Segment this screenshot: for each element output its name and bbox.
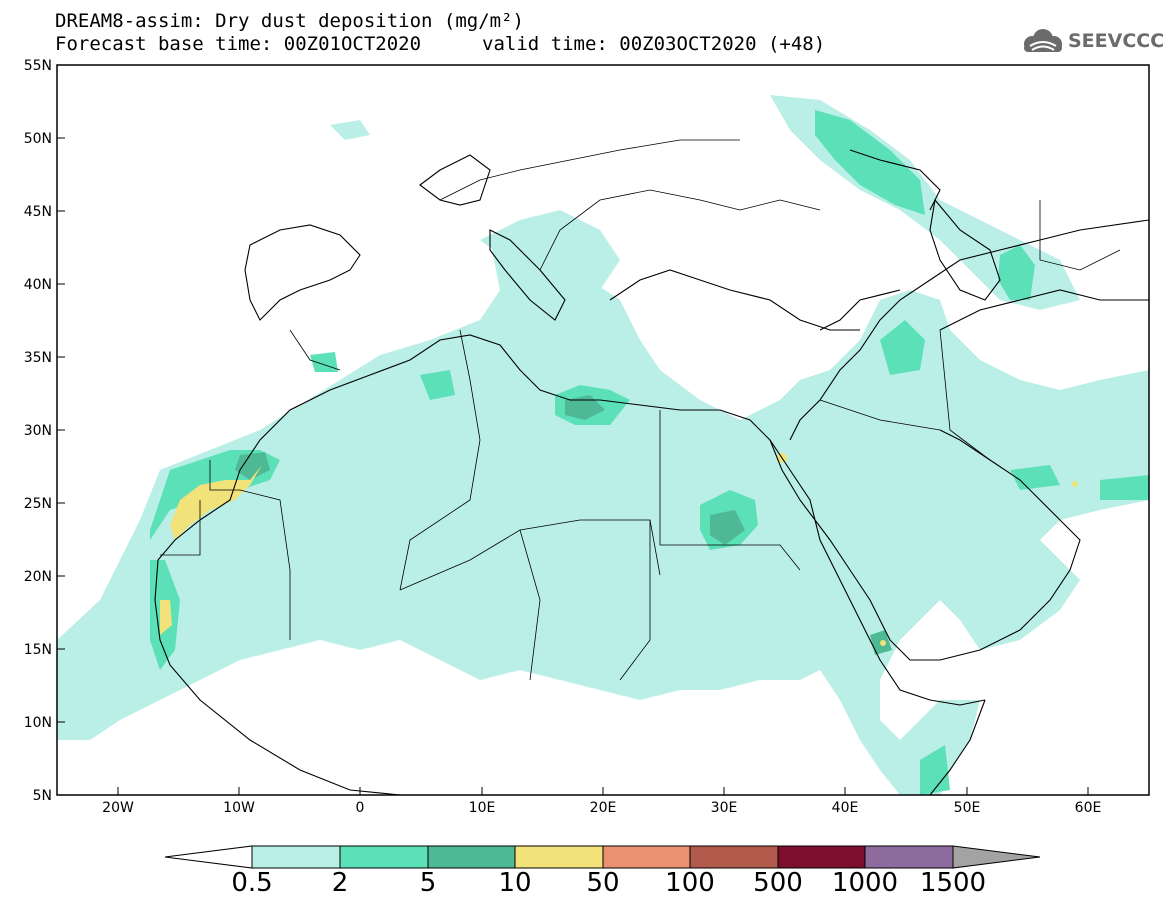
lat-label: 50N [23,131,52,147]
colorbar-label: 0.5 [231,868,273,898]
forecast-base-time: Forecast base time: 00Z01OCT2020 [55,33,422,55]
lat-label: 30N [23,423,52,439]
colorbar-label: 1500 [919,868,987,898]
lat-label: 15N [23,642,52,658]
colorbar-label: 1000 [831,868,899,898]
colorbar-over-arrow [952,845,1041,869]
lat-label: 5N [32,788,52,804]
colorbar-bin-7 [777,845,866,869]
colorbar-label: 500 [753,868,803,898]
colorbar-label: 2 [331,868,349,898]
colorbar-bin-2 [339,845,429,869]
colorbar-bin-3 [427,845,516,869]
lon-label: 30E [710,800,738,816]
lat-label: 10N [23,715,52,731]
colorbar-label: 10 [498,868,532,898]
lat-label: 40N [23,277,52,293]
valid-time: valid time: 00Z03OCT2020 (+48) [482,33,826,55]
dust-field-dense [235,395,892,655]
colorbar [164,845,1041,869]
lat-label: 45N [23,204,52,220]
country-borders [160,139,1121,681]
cloud-logo-icon [1024,29,1062,52]
colorbar-under-arrow [164,845,253,869]
lon-label: 20E [589,800,617,816]
lat-label: 25N [23,496,52,512]
axis-ticks [57,137,1089,795]
colorbar-bin-8 [864,845,954,869]
colorbar-bin-6 [689,845,779,869]
colorbar-label: 5 [419,868,437,898]
colorbar-bin-4 [514,845,604,869]
lon-label: 40E [831,800,859,816]
dust-field-medium [150,110,1149,795]
lat-label: 55N [23,58,52,74]
lon-label: 20W [102,800,134,816]
logo-text: SEEVCCC [1068,30,1165,52]
lon-label: 60E [1074,800,1102,816]
dust-field-light [57,95,1149,795]
colorbar-bin-5 [602,845,691,869]
lon-label: 10W [223,800,255,816]
map-title: DREAM8-assim: Dry dust deposition (mg/m²… [55,10,524,32]
lat-label: 35N [23,350,52,366]
lon-label: 0 [355,800,365,816]
lon-label: 10E [468,800,496,816]
colorbar-label: 50 [586,868,620,898]
lon-label: 50E [953,800,981,816]
colorbar-bin-1 [251,845,341,869]
colorbar-label: 100 [665,868,715,898]
lat-label: 20N [23,569,52,585]
